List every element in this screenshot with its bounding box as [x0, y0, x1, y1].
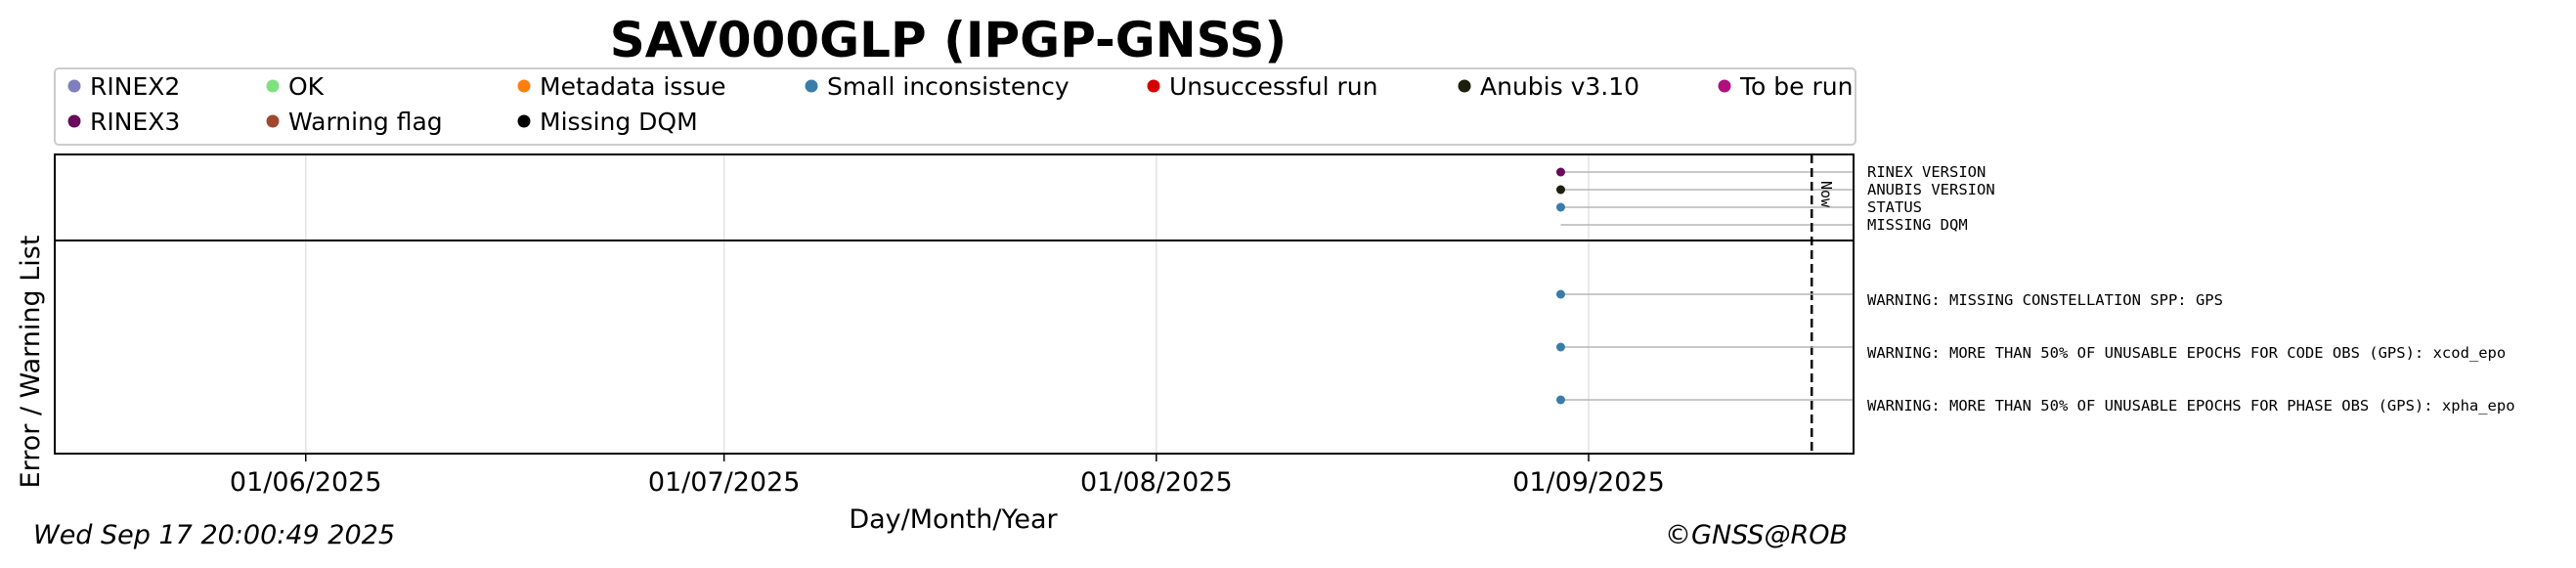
- legend-metadata-issue-label: Metadata issue: [540, 72, 726, 101]
- legend-unsuccessful-run-marker: [1147, 79, 1160, 93]
- x-tick-label-3: 01/08/2025: [1080, 467, 1233, 498]
- legend-warning-flag-marker: [266, 114, 280, 128]
- legend-to-be-run-label: To be run: [1739, 72, 1853, 101]
- x-axis-label: Day/Month/Year: [849, 504, 1058, 535]
- footer-timestamp: Wed Sep 17 20:00:49 2025: [33, 520, 395, 550]
- legend-warning-flag-label: Warning flag: [288, 108, 443, 136]
- legend-unsuccessful-run-label: Unsuccessful run: [1169, 72, 1377, 101]
- legend-small-inconsistency-marker: [805, 79, 818, 93]
- status-row-rinex-version-marker: [1555, 167, 1565, 177]
- x-axis: 01/06/2025 01/07/2025 01/08/2025 01/09/2025: [230, 454, 1665, 498]
- status-row-status-marker: [1555, 202, 1565, 212]
- warning-row-1-label: WARNING: MISSING CONSTELLATION SPP: GPS: [1867, 291, 2223, 309]
- legend-to-be-run-marker: [1718, 79, 1731, 93]
- warning-row-2-label: WARNING: MORE THAN 50% OF UNUSABLE EPOCH…: [1867, 344, 2506, 362]
- legend-metadata-issue-marker: [517, 79, 531, 93]
- status-panel-frame: [54, 153, 1855, 241]
- warning-panel-frame: [54, 240, 1855, 455]
- status-row-status-label: STATUS: [1867, 198, 1922, 216]
- legend-rinex3-label: RINEX3: [90, 108, 180, 136]
- now-label: Now: [1817, 181, 1835, 208]
- legend-ok-marker: [266, 79, 280, 93]
- y-axis-label: Error / Warning List: [16, 236, 46, 489]
- status-row-anubis-version-marker: [1555, 185, 1565, 195]
- legend-rinex3-marker: [67, 114, 81, 128]
- chart-title: SAV000GLP (IPGP-GNSS): [610, 12, 1288, 68]
- warning-row-3-marker: [1555, 395, 1565, 405]
- legend-rinex2-marker: [67, 79, 81, 93]
- legend-ok-label: OK: [288, 72, 325, 101]
- warning-row-3-label: WARNING: MORE THAN 50% OF UNUSABLE EPOCH…: [1867, 397, 2515, 415]
- legend-small-inconsistency-label: Small inconsistency: [827, 72, 1070, 101]
- status-row-rinex-version-label: RINEX VERSION: [1867, 163, 1986, 181]
- legend-missing-dqm-label: Missing DQM: [540, 108, 698, 136]
- warning-row-1-marker: [1555, 289, 1565, 299]
- legend-anubis-v3-10-label: Anubis v3.10: [1480, 72, 1639, 101]
- legend-missing-dqm-marker: [517, 114, 531, 128]
- status-row-missing-dqm-label: MISSING DQM: [1867, 216, 1968, 234]
- x-tick-label-1: 01/06/2025: [230, 467, 382, 498]
- x-tick-label-4: 01/09/2025: [1512, 467, 1665, 498]
- footer-copyright: ©GNSS@ROB: [1665, 520, 1848, 550]
- warning-row-2-marker: [1555, 342, 1565, 352]
- legend-anubis-v3-10-marker: [1458, 79, 1471, 93]
- legend: RINEX2 OK Metadata issue Small inconsistenc…: [54, 67, 1856, 146]
- x-tick-label-2: 01/07/2025: [648, 467, 801, 498]
- legend-frame: [54, 67, 1856, 146]
- status-row-anubis-version-label: ANUBIS VERSION: [1867, 181, 1995, 198]
- warning-panel: WARNING: MISSING CONSTELLATION SPP: GPS W…: [54, 240, 2515, 455]
- legend-rinex2-label: RINEX2: [90, 72, 180, 101]
